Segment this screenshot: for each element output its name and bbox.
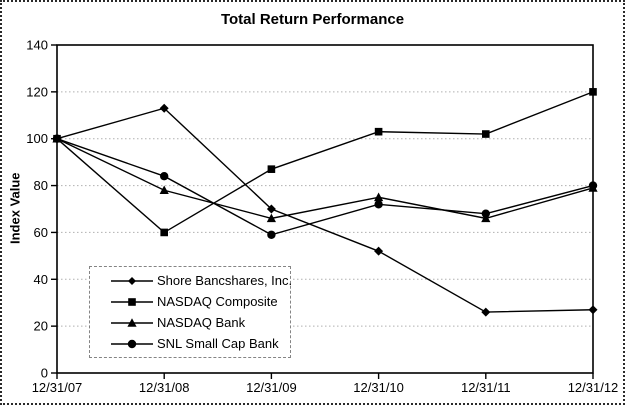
diamond-icon — [111, 276, 153, 285]
legend-label: Shore Bancshares, Inc. — [157, 273, 293, 288]
svg-text:12/31/08: 12/31/08 — [139, 380, 190, 395]
y-axis-ticks: 0 20 40 60 80 100 120 140 — [26, 38, 57, 381]
triangle-icon — [111, 317, 153, 327]
series-nasdaq-bank — [52, 133, 598, 223]
plot-frame — [56, 44, 594, 374]
svg-text:80: 80 — [34, 178, 48, 193]
svg-text:12/31/07: 12/31/07 — [32, 380, 83, 395]
series-snl-small-cap-bank — [52, 134, 598, 239]
legend-item: SNL Small Cap Bank — [109, 336, 290, 351]
legend: Shore Bancshares, Inc. NASDAQ Composite NA… — [89, 266, 293, 358]
svg-text:60: 60 — [34, 225, 48, 240]
x-axis-ticks: 12/31/07 12/31/08 12/31/09 12/31/10 12/31/11… — [32, 373, 619, 395]
svg-text:140: 140 — [26, 38, 48, 53]
svg-text:12/31/10: 12/31/10 — [353, 380, 404, 395]
legend-label: NASDAQ Bank — [157, 315, 246, 330]
legend-label: SNL Small Cap Bank — [157, 336, 279, 351]
legend-item: NASDAQ Composite — [109, 294, 290, 309]
svg-text:12/31/12: 12/31/12 — [568, 380, 619, 395]
legend-item: Shore Bancshares, Inc. — [109, 273, 293, 288]
series-nasdaq-composite — [53, 88, 597, 237]
svg-text:12/31/09: 12/31/09 — [246, 380, 297, 395]
square-icon — [111, 297, 153, 306]
svg-text:0: 0 — [41, 366, 48, 381]
chart-title: Total Return Performance — [220, 11, 405, 28]
svg-text:12/31/11: 12/31/11 — [461, 380, 511, 395]
svg-text:40: 40 — [34, 272, 48, 287]
legend-label: NASDAQ Composite — [157, 294, 278, 309]
circle-icon — [111, 339, 153, 348]
svg-text:100: 100 — [26, 131, 48, 146]
svg-text:120: 120 — [26, 84, 48, 99]
svg-text:20: 20 — [34, 319, 48, 334]
legend-item: NASDAQ Bank — [109, 315, 290, 330]
